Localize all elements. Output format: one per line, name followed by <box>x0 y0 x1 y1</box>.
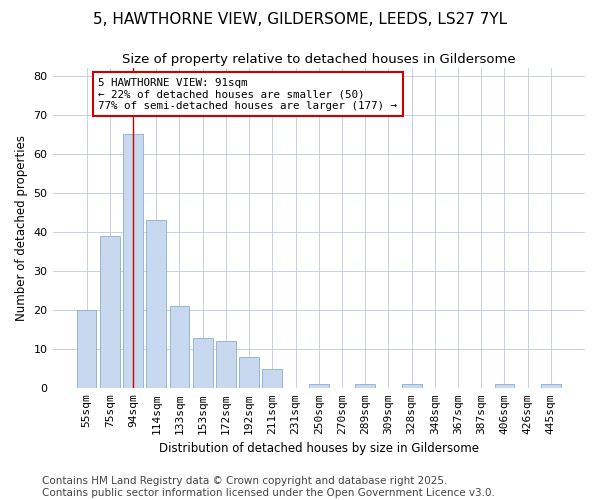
Bar <box>239 357 259 388</box>
Bar <box>494 384 514 388</box>
Bar <box>216 342 236 388</box>
Bar <box>262 369 282 388</box>
Bar <box>100 236 119 388</box>
Bar <box>170 306 190 388</box>
Y-axis label: Number of detached properties: Number of detached properties <box>15 135 28 321</box>
Text: 5, HAWTHORNE VIEW, GILDERSOME, LEEDS, LS27 7YL: 5, HAWTHORNE VIEW, GILDERSOME, LEEDS, LS… <box>93 12 507 28</box>
Bar <box>309 384 329 388</box>
Text: Contains HM Land Registry data © Crown copyright and database right 2025.
Contai: Contains HM Land Registry data © Crown c… <box>42 476 495 498</box>
Bar <box>146 220 166 388</box>
Bar <box>402 384 422 388</box>
Bar <box>193 338 212 388</box>
Bar <box>541 384 561 388</box>
Bar <box>355 384 375 388</box>
Title: Size of property relative to detached houses in Gildersome: Size of property relative to detached ho… <box>122 52 515 66</box>
Bar <box>77 310 97 388</box>
X-axis label: Distribution of detached houses by size in Gildersome: Distribution of detached houses by size … <box>159 442 479 455</box>
Text: 5 HAWTHORNE VIEW: 91sqm
← 22% of detached houses are smaller (50)
77% of semi-de: 5 HAWTHORNE VIEW: 91sqm ← 22% of detache… <box>98 78 397 111</box>
Bar <box>123 134 143 388</box>
